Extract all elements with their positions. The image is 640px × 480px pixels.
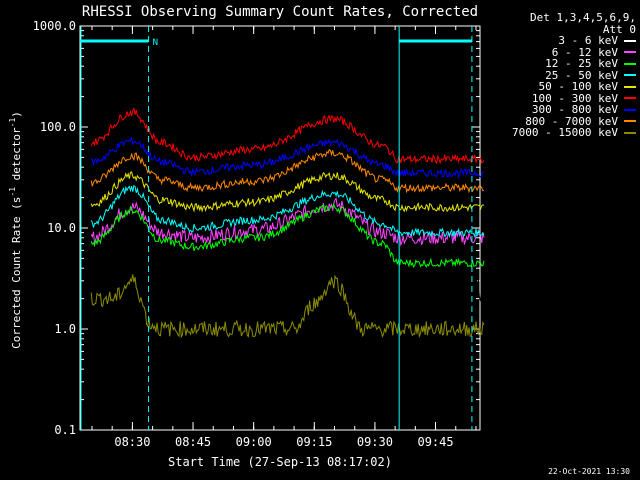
legend-swatch (624, 97, 636, 100)
legend-swatch (624, 85, 636, 88)
legend-swatch (624, 120, 636, 123)
generated-timestamp: 22-Oct-2021 13:30 (548, 467, 630, 476)
y-tick-label: 1000.0 (33, 19, 76, 33)
y-axis-label-main: Corrected Count Rate (s (10, 197, 23, 349)
x-tick-label: 08:45 (175, 435, 211, 449)
x-tick-label: 09:00 (236, 435, 272, 449)
legend-swatch (624, 131, 636, 134)
y-tick-label: 1.0 (54, 322, 76, 336)
plot-axes: 0.1 1.0 10.0 100.0 1000.0 08:30 08:45 09:00 09:1… (33, 19, 481, 449)
series-line-7000to15000keV (90, 274, 485, 339)
legend-item: 50 - 100 keV (480, 81, 636, 93)
legend-item-label: 12 - 25 keV (545, 57, 618, 70)
legend-item: 7000 - 15000 keV (480, 127, 636, 139)
y-axis-label-exp1: -1 (8, 187, 17, 197)
x-tick-label: 08:30 (114, 435, 150, 449)
y-axis-label-mid: detector (10, 127, 23, 187)
legend-item: 300 - 800 keV (480, 104, 636, 116)
series-line-3to6keV (90, 213, 485, 303)
legend-swatch (624, 62, 636, 65)
series-line-12to25keV (90, 202, 485, 268)
y-tick-label: 10.0 (47, 221, 76, 235)
legend-item: 100 - 300 keV (480, 91, 636, 105)
legend-item-label: 800 - 7000 keV (525, 114, 618, 128)
legend-swatch (624, 74, 636, 77)
x-tick-label: 09:45 (417, 435, 453, 449)
series-line-300to800keV (90, 136, 485, 179)
x-tick-label: 09:15 (296, 435, 332, 449)
series-layer (90, 106, 485, 339)
series-line-50to100keV (90, 171, 485, 213)
legend-header-line-1: Det 1,3,4,5,6,9, (530, 11, 636, 24)
night-marker-label: N (153, 38, 158, 48)
legend-item: 12 - 25 keV (480, 58, 636, 70)
y-tick-label: 0.1 (54, 423, 76, 437)
legend-item-label: 25 - 50 keV (545, 68, 618, 82)
legend-rows: 3 - 6 keV 6 - 12 keV 12 - 25 keV 25 - 50 ke… (480, 35, 636, 139)
series-line-25to50keV (90, 184, 485, 239)
legend-item: 800 - 7000 keV (480, 114, 636, 128)
x-axis-label: Start Time (27-Sep-13 08:17:02) (168, 455, 392, 469)
legend-swatch (624, 51, 636, 54)
legend-item-label: 50 - 100 keV (538, 80, 618, 93)
series-line-800to7000keV (90, 148, 485, 194)
y-axis-label-exp2: -1 (8, 118, 17, 128)
marker-layer: N (80, 26, 473, 430)
legend-item: 3 - 6 keV (480, 35, 636, 47)
legend-item-label: 6 - 12 keV (551, 45, 618, 59)
legend-item-label: 300 - 800 keV (531, 103, 618, 116)
y-axis-label-end: ) (10, 111, 23, 118)
legend-item-label: 7000 - 15000 keV (512, 126, 618, 139)
legend-item-label: 3 - 6 keV (558, 34, 618, 47)
series-line-100to300keV (90, 106, 485, 165)
legend: Det 1,3,4,5,6,9, Att 0 3 - 6 keV 6 - 12 k… (480, 12, 636, 139)
legend-item: 25 - 50 keV (480, 68, 636, 82)
y-tick-label: 100.0 (40, 120, 76, 134)
legend-swatch (624, 39, 636, 42)
legend-header-line-2: Att 0 (602, 22, 636, 36)
x-tick-label: 09:30 (357, 435, 393, 449)
chart-title: RHESSI Observing Summary Count Rates, Co… (82, 4, 478, 20)
y-axis-label: Corrected Count Rate (s-1 detector-1) (8, 111, 23, 349)
legend-item-label: 100 - 300 keV (531, 91, 618, 105)
legend-item: 6 - 12 keV (480, 45, 636, 59)
legend-swatch (624, 108, 636, 111)
